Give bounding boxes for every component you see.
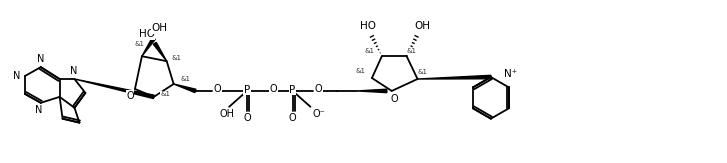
Text: N⁺: N⁺ [504,69,517,79]
Text: &1: &1 [355,68,365,74]
Text: N: N [13,71,20,81]
Polygon shape [153,42,166,61]
Text: &1: &1 [172,55,182,61]
Text: HO: HO [139,29,155,39]
Text: O⁻: O⁻ [312,109,325,119]
Text: O: O [244,113,251,123]
Text: N: N [35,105,42,115]
Text: O: O [315,84,322,94]
Polygon shape [74,79,154,99]
Text: O: O [270,84,278,94]
Text: N: N [37,54,44,64]
Text: O: O [126,91,134,101]
Text: OH: OH [220,109,235,119]
Text: &1: &1 [180,76,190,82]
Text: &1: &1 [417,69,427,75]
Polygon shape [174,84,196,93]
Text: &1: &1 [161,91,171,97]
Text: P: P [289,85,296,95]
Text: &1: &1 [365,48,375,54]
Text: OH: OH [152,23,168,33]
Polygon shape [417,75,491,79]
Text: N: N [70,66,77,76]
Text: O: O [289,113,297,123]
Text: HO: HO [360,22,376,31]
Text: O: O [391,94,398,104]
Text: OH: OH [414,22,430,31]
Text: O: O [214,84,221,94]
Text: P: P [244,85,250,95]
Text: &1: &1 [135,41,145,47]
Text: &1: &1 [406,48,417,54]
Polygon shape [142,37,156,56]
Polygon shape [357,89,387,93]
